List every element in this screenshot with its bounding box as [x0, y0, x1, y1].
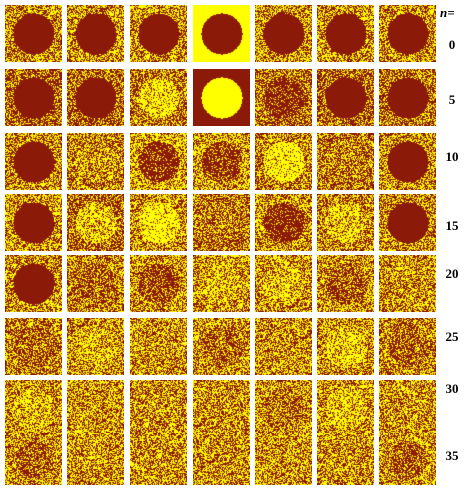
n-header-label: n=	[440, 5, 455, 20]
pattern-cell-r3-c3	[193, 194, 250, 251]
pattern-cell-r5-c0	[5, 318, 62, 375]
pattern-cell-r1-c0	[5, 69, 62, 126]
pattern-cell-r0-c0	[5, 5, 62, 62]
pattern-cell-r4-c3	[193, 255, 250, 312]
pattern-cell-r4-c4	[255, 255, 312, 312]
pattern-cell-r1-c6	[379, 69, 436, 126]
pattern-cell-r7-c2	[130, 433, 187, 485]
pattern-cell-r2-c1	[67, 133, 124, 190]
pattern-cell-r6-c5	[317, 380, 374, 437]
pattern-cell-r6-c4	[255, 380, 312, 437]
pattern-cell-r0-c2	[130, 5, 187, 62]
pattern-cell-r1-c1	[67, 69, 124, 126]
row-label-1: 5	[448, 92, 456, 107]
pattern-cell-r6-c1	[67, 380, 124, 437]
row-label-5: 25	[445, 329, 459, 344]
row-label-0: 0	[448, 37, 456, 52]
pattern-cell-r0-c1	[67, 5, 124, 62]
pattern-cell-r5-c5	[317, 318, 374, 375]
pattern-cell-r2-c5	[317, 133, 374, 190]
pattern-cell-r3-c1	[67, 194, 124, 251]
pattern-cell-r7-c6	[379, 433, 436, 485]
pattern-cell-r6-c2	[130, 380, 187, 437]
pattern-cell-r4-c5	[317, 255, 374, 312]
pattern-cell-r0-c3	[193, 5, 250, 62]
pattern-cell-r2-c0	[5, 133, 62, 190]
pattern-cell-r0-c4	[255, 5, 312, 62]
pattern-cell-r6-c3	[193, 380, 250, 437]
pattern-cell-r5-c6	[379, 318, 436, 375]
pattern-cell-r1-c2	[130, 69, 187, 126]
pattern-cell-r7-c4	[255, 433, 312, 485]
pattern-cell-r2-c4	[255, 133, 312, 190]
pattern-cell-r7-c5	[317, 433, 374, 485]
pattern-cell-r4-c2	[130, 255, 187, 312]
pattern-cell-r4-c6	[379, 255, 436, 312]
pattern-cell-r0-c5	[317, 5, 374, 62]
pattern-cell-r7-c1	[67, 433, 124, 485]
pattern-cell-r3-c2	[130, 194, 187, 251]
pattern-cell-r1-c5	[317, 69, 374, 126]
pattern-cell-r5-c3	[193, 318, 250, 375]
pattern-cell-r7-c0	[5, 433, 62, 485]
pattern-cell-r1-c4	[255, 69, 312, 126]
pattern-cell-r3-c0	[5, 194, 62, 251]
pattern-cell-r2-c6	[379, 133, 436, 190]
pattern-cell-r3-c6	[379, 194, 436, 251]
row-label-6: 30	[445, 381, 459, 396]
pattern-cell-r6-c6	[379, 380, 436, 437]
pattern-cell-r4-c1	[67, 255, 124, 312]
pattern-cell-r5-c1	[67, 318, 124, 375]
pattern-cell-r7-c3	[193, 433, 250, 485]
pattern-cell-r5-c2	[130, 318, 187, 375]
pattern-cell-r0-c6	[379, 5, 436, 62]
pattern-cell-r5-c4	[255, 318, 312, 375]
pattern-cell-r4-c0	[5, 255, 62, 312]
row-label-7: 35	[445, 448, 459, 463]
row-label-4: 20	[445, 266, 459, 281]
pattern-cell-r3-c5	[317, 194, 374, 251]
row-label-2: 10	[445, 149, 459, 164]
pattern-cell-r3-c4	[255, 194, 312, 251]
pattern-cell-r2-c2	[130, 133, 187, 190]
pattern-cell-r1-c3	[193, 69, 250, 126]
row-label-3: 15	[445, 218, 459, 233]
pattern-cell-r6-c0	[5, 380, 62, 437]
pattern-cell-r2-c3	[193, 133, 250, 190]
